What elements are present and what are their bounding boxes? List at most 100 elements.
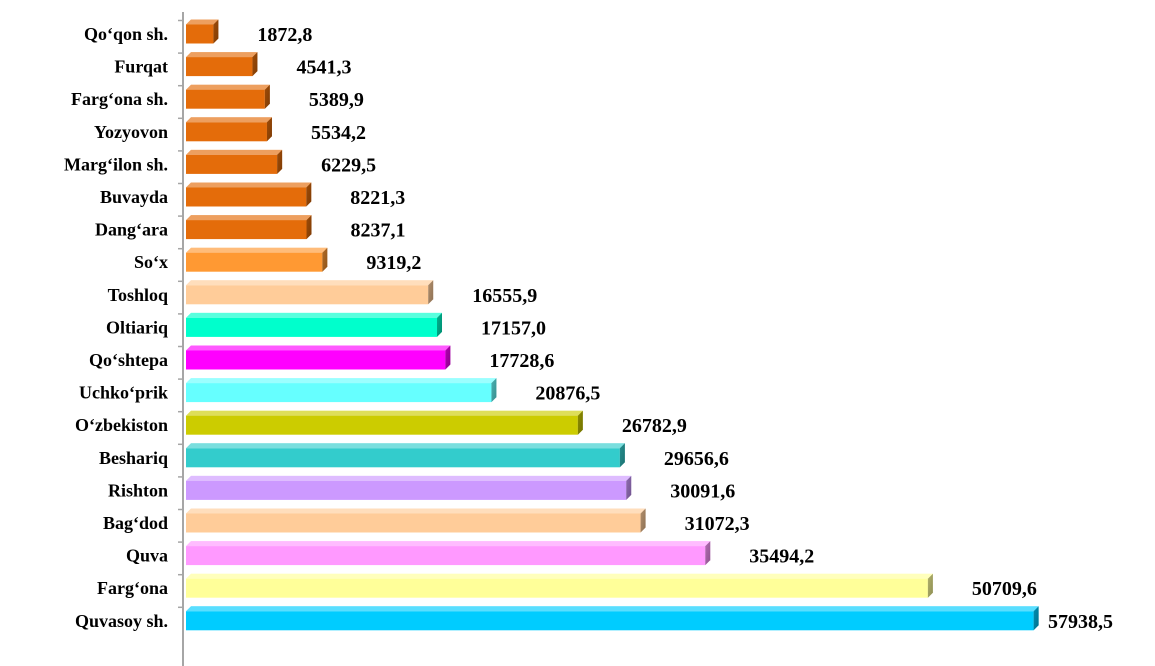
- bar-top-face: [186, 52, 258, 58]
- category-label: Rishton: [108, 480, 168, 500]
- category-label: Bag‘dod: [103, 513, 168, 533]
- bar: [186, 475, 632, 500]
- bar-top-face: [186, 182, 312, 188]
- bar-side-shade: [213, 19, 219, 44]
- category-label: Farg‘ona: [97, 578, 168, 598]
- bar-top-highlight: [186, 19, 219, 25]
- bar-front-face: [186, 578, 928, 598]
- bar-top-face: [186, 215, 312, 221]
- bar-front-face: [186, 415, 578, 435]
- value-label: 20876,5: [535, 383, 600, 405]
- category-label: So‘x: [134, 252, 168, 272]
- value-label: 50709,6: [972, 578, 1037, 600]
- bar-side-shade: [306, 182, 312, 207]
- bar-top-face: [186, 410, 583, 416]
- bar-side-shade: [640, 508, 646, 533]
- bar-top-highlight: [186, 312, 443, 318]
- bar: [186, 182, 312, 207]
- bar: [186, 508, 646, 533]
- bar: [186, 117, 272, 142]
- bar-top-highlight: [186, 280, 434, 286]
- bar-top-face: [186, 84, 270, 90]
- bar-top-face: [186, 312, 443, 318]
- bar-front-face: [186, 611, 1034, 631]
- bar-top-face: [186, 117, 272, 123]
- bar-front-face: [186, 187, 307, 207]
- bar-front-face: [186, 513, 641, 533]
- bar-front-face: [186, 24, 214, 44]
- bar: [186, 312, 443, 337]
- bar: [186, 443, 625, 468]
- value-label: 9319,2: [366, 252, 421, 274]
- bar-front-face: [186, 89, 265, 109]
- bar: [186, 215, 312, 240]
- bar-top-face: [186, 443, 625, 449]
- bar-top-face: [186, 345, 451, 351]
- bar-front-face: [186, 252, 323, 272]
- bar-front-face: [186, 383, 492, 403]
- bar: [186, 410, 583, 435]
- bar: [186, 378, 497, 403]
- value-label: 17157,0: [481, 317, 546, 339]
- category-label: Quvasoy sh.: [75, 611, 168, 631]
- category-label: Buvayda: [100, 187, 168, 207]
- value-label: 16555,9: [472, 285, 537, 307]
- bar-front-face: [186, 57, 253, 77]
- bar-front-face: [186, 350, 446, 370]
- bar-side-shade: [927, 573, 933, 598]
- bar-top-face: [186, 606, 1039, 612]
- value-label: 29656,6: [664, 448, 729, 470]
- category-label: Beshariq: [99, 448, 168, 468]
- bar-side-shade: [437, 312, 443, 337]
- bar-top-highlight: [186, 443, 625, 449]
- bar-front-face: [186, 122, 267, 142]
- category-label: Yozyovon: [94, 122, 168, 142]
- category-label: Quva: [126, 546, 168, 566]
- category-label: Qo‘shtepa: [89, 350, 168, 370]
- bar-top-face: [186, 541, 711, 547]
- bar: [186, 149, 283, 174]
- bar: [186, 573, 933, 598]
- bar-side-shade: [491, 378, 497, 403]
- bar-top-highlight: [186, 247, 328, 253]
- bar-top-face: [186, 508, 646, 514]
- value-label: 8221,3: [350, 187, 405, 209]
- bar-front-face: [186, 285, 429, 305]
- bar-top-highlight: [186, 410, 583, 416]
- bar: [186, 247, 328, 272]
- category-label: Qo‘qon sh.: [84, 24, 168, 44]
- bar: [186, 52, 258, 77]
- bar-side-shade: [277, 149, 283, 174]
- bar-top-highlight: [186, 475, 632, 481]
- value-label: 1872,8: [257, 24, 312, 46]
- bar-top-highlight: [186, 52, 258, 58]
- category-label: Marg‘ilon sh.: [64, 154, 168, 174]
- bar-top-highlight: [186, 345, 451, 351]
- bar-top-highlight: [186, 541, 711, 547]
- bar: [186, 541, 711, 566]
- bar-top-face: [186, 280, 434, 286]
- bar-side-shade: [619, 443, 625, 468]
- bar-top-highlight: [186, 508, 646, 514]
- bar-front-face: [186, 220, 307, 240]
- value-label: 17728,6: [489, 350, 554, 372]
- bar-top-face: [186, 475, 632, 481]
- bar-side-shade: [252, 52, 258, 77]
- value-label: 5389,9: [309, 89, 364, 111]
- value-label: 4541,3: [296, 57, 351, 79]
- bar-top-highlight: [186, 606, 1039, 612]
- bar: [186, 606, 1039, 631]
- bar-front-face: [186, 317, 438, 337]
- value-label: 26782,9: [622, 415, 687, 437]
- bar-side-shade: [266, 117, 272, 142]
- bar: [186, 345, 451, 370]
- bar-side-shade: [1033, 606, 1039, 631]
- bar-top-highlight: [186, 117, 272, 123]
- bar-top-highlight: [186, 378, 497, 384]
- value-label: 30091,6: [670, 480, 735, 502]
- value-label: 57938,5: [1048, 611, 1113, 633]
- bar-front-face: [186, 154, 278, 174]
- bar-top-face: [186, 573, 933, 579]
- value-label: 35494,2: [749, 546, 814, 568]
